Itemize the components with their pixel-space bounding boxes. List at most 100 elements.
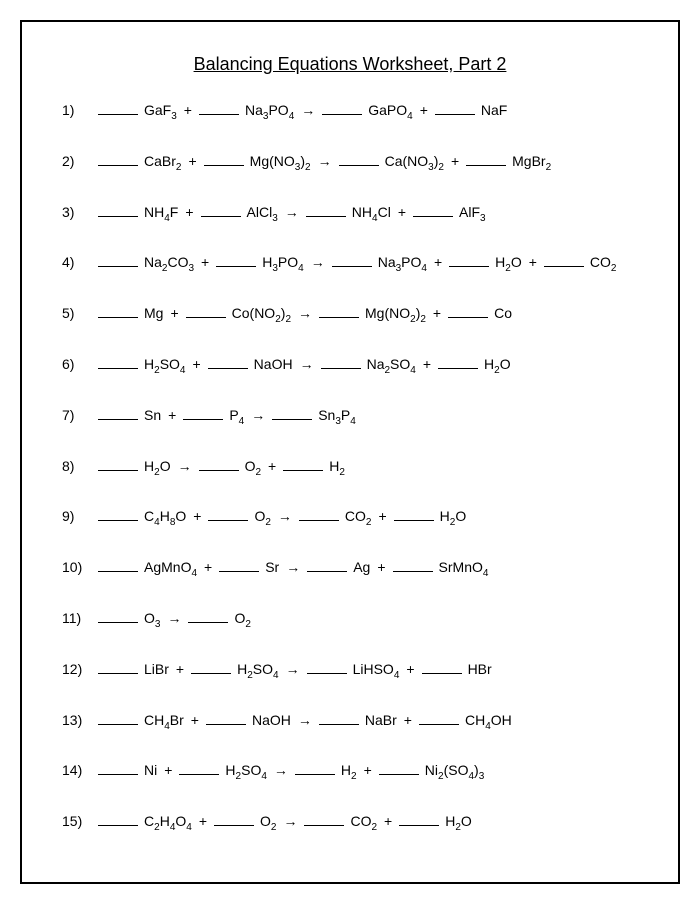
coefficient-blank[interactable] [199,457,239,471]
chemical-formula: O2 [254,508,270,528]
problem-number: 5) [62,305,98,321]
problem-row: 6) H2SO4+ NaOH→ Na2SO4+ H2O [62,355,638,376]
coefficient-blank[interactable] [295,761,335,775]
problem-number: 1) [62,102,98,118]
coefficient-blank[interactable] [544,253,584,267]
chemical-formula: NaF [481,102,507,118]
chemical-formula: NaBr [365,712,397,728]
chemical-formula: Sn [144,407,161,423]
coefficient-blank[interactable] [98,152,138,166]
coefficient-blank[interactable] [379,761,419,775]
problem-number: 8) [62,458,98,474]
coefficient-blank[interactable] [219,558,259,572]
coefficient-blank[interactable] [321,355,361,369]
coefficient-blank[interactable] [98,304,138,318]
problem-row: 9) C4H8O+ O2→ CO2+ H2O [62,507,638,528]
coefficient-blank[interactable] [422,660,462,674]
coefficient-blank[interactable] [448,304,488,318]
coefficient-blank[interactable] [307,660,347,674]
problem-row: 7) Sn+ P4→ Sn3P4 [62,406,638,427]
chemical-formula: LiHSO4 [353,661,400,681]
problem-row: 15) C2H4O4+ O2→ CO2+ H2O [62,812,638,833]
coefficient-blank[interactable] [208,507,248,521]
plus-sign: + [191,712,199,728]
page-title: Balancing Equations Worksheet, Part 2 [62,54,638,75]
coefficient-blank[interactable] [413,203,453,217]
coefficient-blank[interactable] [188,609,228,623]
coefficient-blank[interactable] [319,304,359,318]
coefficient-blank[interactable] [419,711,459,725]
plus-sign: + [377,559,385,575]
coefficient-blank[interactable] [319,711,359,725]
chemical-formula: CO2 [590,254,617,274]
coefficient-blank[interactable] [306,203,346,217]
plus-sign: + [451,153,459,169]
coefficient-blank[interactable] [98,711,138,725]
coefficient-blank[interactable] [399,812,439,826]
coefficient-blank[interactable] [98,203,138,217]
arrow-sign: → [298,712,312,728]
coefficient-blank[interactable] [191,660,231,674]
arrow-sign: → [286,661,300,677]
coefficient-blank[interactable] [201,203,241,217]
coefficient-blank[interactable] [186,304,226,318]
coefficient-blank[interactable] [204,152,244,166]
coefficient-blank[interactable] [98,507,138,521]
arrow-sign: → [251,407,265,423]
coefficient-blank[interactable] [332,253,372,267]
equation: O3→ O2 [98,609,251,630]
coefficient-blank[interactable] [98,355,138,369]
chemical-formula: H2O [484,356,511,376]
coefficient-blank[interactable] [435,101,475,115]
coefficient-blank[interactable] [466,152,506,166]
coefficient-blank[interactable] [299,507,339,521]
problem-number: 15) [62,813,98,829]
chemical-formula: Mg(NO3)2 [250,153,311,173]
coefficient-blank[interactable] [322,101,362,115]
coefficient-blank[interactable] [179,761,219,775]
coefficient-blank[interactable] [393,558,433,572]
chemical-formula: MgBr2 [512,153,551,173]
chemical-formula: LiBr [144,661,169,677]
chemical-formula: H2SO4 [225,762,266,782]
problem-row: 4) Na2CO3+ H3PO4→ Na3PO4+ H2O+ CO2 [62,253,638,274]
chemical-formula: Ni2(SO4)3 [425,762,484,782]
coefficient-blank[interactable] [449,253,489,267]
plus-sign: + [185,204,193,220]
coefficient-blank[interactable] [208,355,248,369]
coefficient-blank[interactable] [199,101,239,115]
coefficient-blank[interactable] [307,558,347,572]
coefficient-blank[interactable] [98,406,138,420]
plus-sign: + [184,102,192,118]
arrow-sign: → [278,508,292,524]
coefficient-blank[interactable] [98,660,138,674]
coefficient-blank[interactable] [98,761,138,775]
coefficient-blank[interactable] [272,406,312,420]
problem-number: 2) [62,153,98,169]
problem-number: 12) [62,661,98,677]
coefficient-blank[interactable] [98,101,138,115]
coefficient-blank[interactable] [216,253,256,267]
coefficient-blank[interactable] [183,406,223,420]
chemical-formula: O2 [245,458,261,478]
chemical-formula: O2 [260,813,276,833]
coefficient-blank[interactable] [206,711,246,725]
coefficient-blank[interactable] [98,253,138,267]
plus-sign: + [404,712,412,728]
coefficient-blank[interactable] [98,457,138,471]
chemical-formula: CH4Br [144,712,184,732]
coefficient-blank[interactable] [98,609,138,623]
arrow-sign: → [283,813,297,829]
arrow-sign: → [178,458,192,474]
coefficient-blank[interactable] [98,812,138,826]
coefficient-blank[interactable] [304,812,344,826]
problem-number: 3) [62,204,98,220]
coefficient-blank[interactable] [394,507,434,521]
coefficient-blank[interactable] [98,558,138,572]
coefficient-blank[interactable] [339,152,379,166]
coefficient-blank[interactable] [214,812,254,826]
plus-sign: + [199,813,207,829]
arrow-sign: → [301,102,315,118]
coefficient-blank[interactable] [283,457,323,471]
coefficient-blank[interactable] [438,355,478,369]
